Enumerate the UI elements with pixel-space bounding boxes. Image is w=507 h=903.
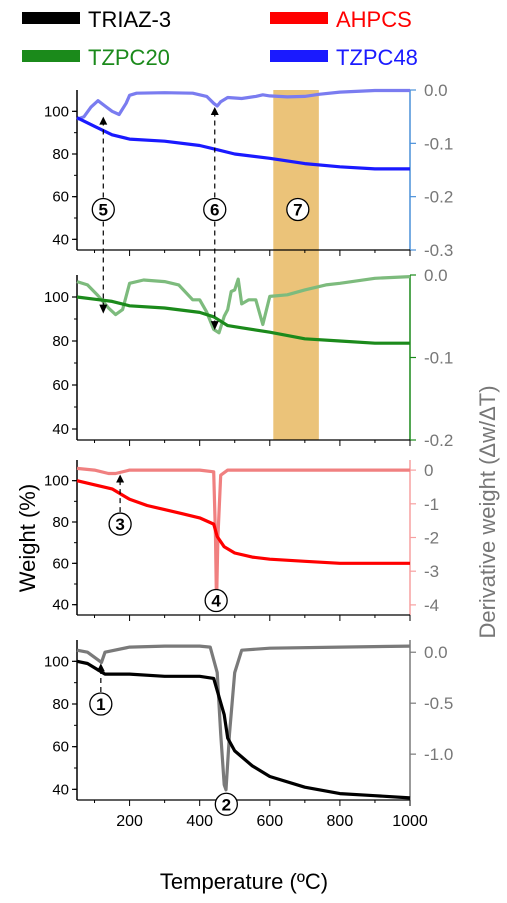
x-tick-label: 600 [256,813,283,830]
right-tick-label: -0.1 [424,349,453,368]
right-tick-label: -3 [424,562,439,581]
left-tick-label: 60 [52,377,69,394]
legend-swatch-triaz3 [22,12,80,24]
right-tick-label: -0.1 [424,134,453,153]
derivative-curve [76,88,410,121]
right-tick-label: 0.0 [424,266,448,285]
left-tick-label: 100 [44,103,69,120]
right-tick-label: -4 [424,596,439,615]
marker-label: 1 [96,695,105,714]
derivative-curve [76,466,410,607]
marker-circle [214,792,238,816]
legend-swatch-tzpc48 [270,50,328,62]
left-tick-label: 80 [52,696,69,713]
y-axis-title-right: Derivative weight (Δw/ΔT) [475,385,500,638]
x-tick-label: 200 [116,813,143,830]
legend-label-tzpc48: TZPC48 [336,45,418,70]
right-tick-label: -0.2 [424,431,453,450]
x-axis-title: Temperature (ºC) [160,869,328,894]
marker-label: 6 [210,200,219,219]
panel-triaz3: 40 60 80 100 0.0 -0.5 -1.0 1 2 [44,640,453,816]
panel-ahpcs: 40 60 80 100 0 -1 -2 -3 -4 3 4 [44,460,439,621]
left-tick-label: 80 [52,514,69,531]
legend-swatch-ahpcs [270,12,328,24]
left-tick-label: 100 [44,653,69,670]
marker-circle [91,197,115,222]
legend-label-tzpc20: TZPC20 [88,45,170,70]
x-tick-label: 1000 [392,813,428,830]
x-tick-label: 800 [327,813,354,830]
shaded-band-layer [273,90,319,440]
cross-panel-arrowhead [99,304,108,314]
marker-label: 5 [99,200,108,219]
cross-panel-arrowhead [210,321,219,331]
shaded-band [273,90,319,440]
marker-arrowhead [96,663,105,672]
left-tick-label: 60 [52,555,69,572]
weight-curve [76,116,410,171]
marker-arrowhead [116,474,125,483]
right-tick-label: -1 [424,495,439,514]
marker-label: 4 [211,592,221,611]
left-tick-label: 40 [52,421,69,438]
right-tick-label: -1.0 [424,745,453,764]
marker-circle [108,512,132,536]
right-tick-label: -0.5 [424,694,453,713]
right-tick-label: -0.3 [424,241,453,260]
derivative-curve [76,644,411,792]
legend: TRIAZ-3 AHPCS TZPC20 TZPC48 [22,7,418,70]
legend-swatch-tzpc20 [22,50,80,62]
marker-circle [286,197,310,222]
panel-tzpc48: 40 60 80 100 0.0 -0.1 -0.2 -0.3 5 6 7 [44,81,453,260]
marker-label: 2 [222,795,231,814]
y-axis-title-left: Weight (%) [15,484,40,592]
marker-arrowhead [99,116,108,125]
left-tick-label: 80 [52,146,69,163]
weight-curve [76,659,411,800]
marker-circle [89,692,113,716]
marker-label: 3 [115,515,124,534]
left-tick-label: 40 [52,781,69,798]
x-tick-label: 400 [186,813,213,830]
legend-label-triaz3: TRIAZ-3 [88,7,171,32]
marker-circle [204,588,228,613]
left-tick-label: 40 [52,597,69,614]
right-tick-label: 0.0 [424,643,448,662]
right-tick-label: -2 [424,529,439,548]
left-tick-label: 100 [44,473,69,490]
left-tick-label: 40 [52,231,69,248]
left-tick-label: 60 [52,739,69,756]
right-tick-label: 0 [424,461,433,480]
weight-curve [76,479,410,565]
right-tick-label: 0.0 [424,81,448,100]
derivative-curve [76,275,411,335]
marker-circle [203,197,227,222]
legend-label-ahpcs: AHPCS [336,7,412,32]
left-tick-label: 100 [44,289,69,306]
right-tick-label: -0.2 [424,188,453,207]
left-tick-label: 60 [52,189,69,206]
marker-arrowhead [210,107,219,115]
marker-label: 7 [293,200,302,219]
weight-curve [76,295,410,345]
left-tick-label: 80 [52,333,69,350]
panel-tzpc20: 40 60 80 100 0.0 -0.1 -0.2 [44,266,453,450]
